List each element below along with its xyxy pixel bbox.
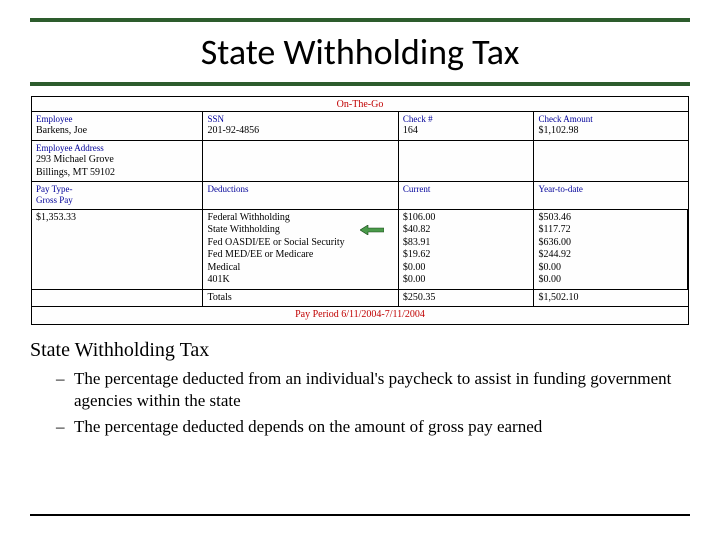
paystub-table: On-The-Go Employee Barkens, Joe SSN 201-… (31, 96, 689, 325)
check-label: Check # (403, 114, 530, 125)
deduction-line: 401K (207, 274, 393, 287)
paystub-row-totals: Totals $250.35 $1,502.10 (32, 290, 688, 308)
ssn-value: 201-92-4856 (207, 125, 393, 138)
amount-value: $1,102.98 (538, 125, 684, 138)
arrow-icon (360, 225, 384, 235)
paystub-row-address: Employee Address 293 Michael Grove Billi… (32, 141, 688, 182)
paystub-footer-row: Pay Period 6/11/2004-7/11/2004 (32, 307, 688, 324)
paystub-footer: Pay Period 6/11/2004-7/11/2004 (295, 309, 425, 320)
paystub-row-data: $1,353.33 Federal WithholdingState Withh… (32, 210, 688, 290)
ytd-cell: $503.46$117.72$636.00$244.92$0.00$0.00 (534, 210, 688, 289)
employee-value: Barkens, Joe (36, 125, 198, 138)
current-line: $40.82 (403, 224, 530, 237)
deduction-line: Fed MED/EE or Medicare (207, 249, 393, 262)
current-line: $0.00 (403, 274, 530, 287)
current-line: $83.91 (403, 237, 530, 250)
ytd-total: $1,502.10 (538, 292, 684, 305)
deduction-line: Federal Withholding (207, 212, 393, 225)
ytd-label: Year-to-date (538, 184, 684, 195)
bullet-list: The percentage deducted from an individu… (30, 368, 690, 438)
paystub-company: On-The-Go (337, 99, 384, 110)
paystub-row-columnheads: Pay Type- Gross Pay Deductions Current Y… (32, 182, 688, 210)
current-label: Current (403, 184, 530, 195)
mid-rule (30, 82, 690, 86)
paystub-row-employee: Employee Barkens, Joe SSN 201-92-4856 Ch… (32, 112, 688, 141)
gross-value: $1,353.33 (36, 212, 198, 225)
deduction-line: Fed OASDI/EE or Social Security (207, 237, 393, 250)
bullet-item: The percentage deducted from an individu… (74, 368, 690, 412)
ytd-line: $0.00 (538, 262, 683, 275)
deductions-label: Deductions (207, 184, 393, 195)
ytd-line: $244.92 (538, 249, 683, 262)
ytd-line: $117.72 (538, 224, 683, 237)
deductions-cell: Federal WithholdingState WithholdingFed … (203, 210, 398, 289)
check-value: 164 (403, 125, 530, 138)
bullet-item: The percentage deducted depends on the a… (74, 416, 690, 438)
ytd-line: $0.00 (538, 274, 683, 287)
current-line: $19.62 (403, 249, 530, 262)
ytd-line: $503.46 (538, 212, 683, 225)
paytype-label: Pay Type- (36, 184, 198, 195)
top-rule (30, 18, 690, 22)
current-total: $250.35 (403, 292, 530, 305)
deduction-line: Medical (207, 262, 393, 275)
address-label: Employee Address (36, 143, 198, 154)
amount-label: Check Amount (538, 114, 684, 125)
current-line: $106.00 (403, 212, 530, 225)
current-cell: $106.00$40.82$83.91$19.62$0.00$0.00 (399, 210, 535, 289)
employee-label: Employee (36, 114, 198, 125)
totals-label: Totals (207, 292, 393, 305)
subheading: State Withholding Tax (30, 339, 690, 362)
paytype-label2: Gross Pay (36, 195, 198, 206)
address-line1: 293 Michael Grove (36, 154, 198, 167)
bottom-rule (30, 514, 690, 516)
paystub-header-row: On-The-Go (32, 97, 688, 112)
address-line2: Billings, MT 59102 (36, 167, 198, 180)
ytd-line: $636.00 (538, 237, 683, 250)
current-line: $0.00 (403, 262, 530, 275)
ssn-label: SSN (207, 114, 393, 125)
slide-title: State Withholding Tax (30, 30, 690, 74)
